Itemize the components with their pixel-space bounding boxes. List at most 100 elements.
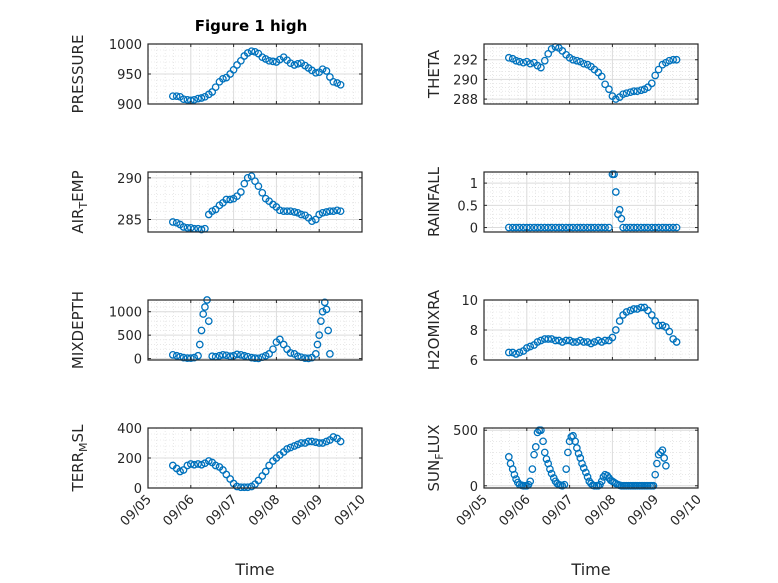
data-point	[172, 351, 181, 360]
data-point	[533, 223, 542, 232]
data-point	[504, 223, 513, 232]
x-tick-label: 09/08	[582, 492, 619, 529]
data-point	[190, 95, 199, 104]
y-axis-label: SUNFLUX	[425, 425, 446, 492]
data-point	[597, 477, 606, 486]
x-tick-label: 09/10	[332, 492, 369, 529]
y-axis-label-main: PRESSURE	[69, 35, 87, 114]
data-point	[615, 205, 624, 214]
data-point	[201, 92, 209, 101]
x-tick-label: 09/06	[497, 492, 534, 529]
subplot-7: 0 200 400 09/05 09/06 09/07 09/08 09/09 09/10 TER…	[69, 422, 369, 579]
y-tick-label: 1000	[109, 306, 142, 321]
data-point	[275, 55, 284, 64]
subplot-8: 0 500 09/05 09/06 09/07 09/08 09/09 09/10 SUNFLU…	[425, 424, 705, 579]
plot-area	[484, 172, 698, 232]
data-point	[633, 87, 642, 96]
data-point	[320, 298, 329, 307]
y-tick-label: 0	[470, 480, 478, 495]
plot-area	[148, 172, 362, 232]
data-point	[326, 207, 334, 216]
y-axis-label-tail: LUX	[425, 425, 443, 454]
data-point	[629, 223, 638, 232]
data-point	[172, 92, 181, 101]
y-tick-label: 290	[453, 73, 478, 88]
data-point	[315, 331, 324, 340]
data-point	[590, 338, 599, 346]
data-point	[293, 59, 302, 68]
data-point	[597, 223, 606, 232]
data-point	[544, 335, 553, 343]
data-point	[240, 351, 249, 360]
data-point	[265, 461, 273, 470]
data-point	[605, 85, 613, 94]
data-point	[258, 188, 267, 197]
data-point	[286, 443, 295, 452]
data-point	[656, 448, 665, 457]
data-point	[290, 208, 299, 216]
data-point	[542, 455, 551, 463]
data-point	[611, 188, 620, 196]
data-point	[619, 223, 627, 232]
data-point	[672, 223, 681, 232]
y-tick-label: 400	[117, 422, 142, 437]
data-point	[251, 177, 259, 186]
data-point	[537, 426, 545, 435]
data-point	[297, 210, 306, 219]
data-point	[544, 223, 553, 232]
data-point	[569, 55, 577, 64]
axes-box	[147, 171, 363, 233]
data-point	[275, 206, 284, 215]
data-point	[269, 345, 277, 354]
data-point	[222, 195, 231, 204]
data-point	[651, 470, 660, 479]
data-point	[512, 223, 520, 232]
y-tick-label: 500	[117, 329, 142, 344]
data-point	[324, 326, 333, 335]
x-tick-label: 09/09	[289, 492, 326, 529]
y-axis-label-subscript: F	[433, 453, 446, 459]
data-point	[565, 437, 574, 446]
axes-box	[483, 43, 699, 105]
y-axis-label-tail: EMP	[69, 170, 87, 201]
data-point	[576, 223, 585, 232]
data-point	[615, 317, 624, 325]
data-point	[579, 464, 588, 472]
axes-box	[483, 171, 699, 233]
data-point	[233, 192, 241, 201]
data-point	[583, 473, 592, 481]
data-point	[318, 65, 327, 74]
data-point	[569, 223, 577, 232]
data-point	[573, 56, 581, 65]
y-tick-label: 292	[453, 54, 478, 69]
y-axis-label-main: SUN	[425, 460, 443, 492]
data-point	[547, 45, 556, 53]
data-point	[194, 94, 202, 103]
x-tick-label: 09/06	[161, 492, 198, 529]
data-point	[311, 215, 320, 224]
data-point	[654, 223, 663, 232]
y-axis-label: H2OMIXRA	[425, 289, 443, 370]
data-point	[597, 72, 606, 81]
data-point	[201, 303, 209, 311]
y-tick-label: 950	[117, 68, 142, 83]
data-point	[201, 459, 209, 468]
subplot-5: 0 500 1000 MIXDEPTH	[69, 291, 363, 369]
data-point	[530, 450, 538, 459]
data-point	[617, 214, 626, 223]
data-point	[336, 80, 345, 89]
data-point	[601, 223, 609, 232]
data-point	[611, 95, 620, 103]
data-point	[672, 55, 681, 64]
data-point	[619, 90, 627, 99]
data-point	[547, 223, 556, 232]
data-point	[622, 89, 631, 98]
y-axis-label: TERRMSL	[69, 424, 90, 493]
data-point	[243, 483, 252, 492]
data-point	[558, 223, 567, 232]
data-point	[326, 350, 334, 358]
data-point	[254, 476, 263, 485]
x-tick-label: 09/05	[118, 492, 155, 529]
y-axis-label: PRESSURE	[69, 35, 87, 114]
data-point	[237, 188, 245, 196]
